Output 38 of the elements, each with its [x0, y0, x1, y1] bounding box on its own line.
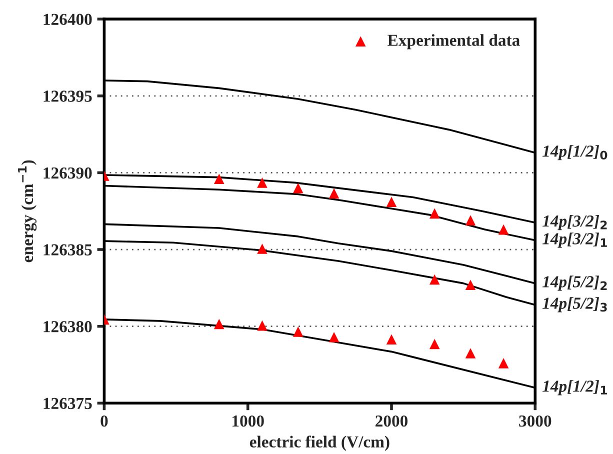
- series-label: 14p[1/2]$_{1}$: [542, 380, 607, 396]
- point: [465, 215, 476, 226]
- point: [429, 208, 440, 219]
- point: [257, 320, 268, 331]
- series-label: 14p[5/2]$_{2}$: [542, 276, 607, 291]
- point: [429, 274, 440, 285]
- series-label: 14p[3/2]$_{2}$: [542, 214, 607, 230]
- point: [498, 224, 509, 235]
- point: [292, 182, 304, 194]
- point: [386, 334, 397, 345]
- y-tick-label: 126375: [44, 398, 92, 410]
- y-tick-label: 126400: [44, 14, 92, 26]
- series-label: 14p[3/2]$_{1}$: [542, 232, 607, 248]
- point: [214, 174, 224, 184]
- legend-label: Experimental data: [388, 34, 520, 50]
- x-tick-label: 3000: [519, 415, 552, 427]
- x-tick-label: 1000: [232, 415, 264, 427]
- y-tick-label: 126380: [44, 321, 92, 332]
- point: [429, 338, 440, 350]
- point: [328, 188, 340, 199]
- y-tick-label: 126385: [44, 244, 92, 256]
- point: [386, 196, 397, 208]
- point: [498, 358, 509, 368]
- point: [465, 348, 476, 358]
- point: [257, 244, 268, 254]
- point: [465, 280, 476, 290]
- y-tick-label: 126390: [44, 167, 92, 179]
- y-axis-title: energy (cm$^{−1}$): [18, 160, 37, 262]
- point: [214, 318, 224, 330]
- series-label: 14p[1/2]$_{0}$: [542, 145, 608, 160]
- x-axis-title: electric field (V/cm): [250, 436, 390, 451]
- x-tick-label: 2000: [376, 415, 408, 427]
- y-tick-label: 126395: [44, 90, 92, 102]
- point: [292, 326, 304, 337]
- point: [257, 178, 268, 188]
- series-label: 14p[5/2]$_{3}$: [542, 297, 607, 312]
- x-tick-label: 0: [100, 415, 108, 427]
- point: [328, 332, 340, 342]
